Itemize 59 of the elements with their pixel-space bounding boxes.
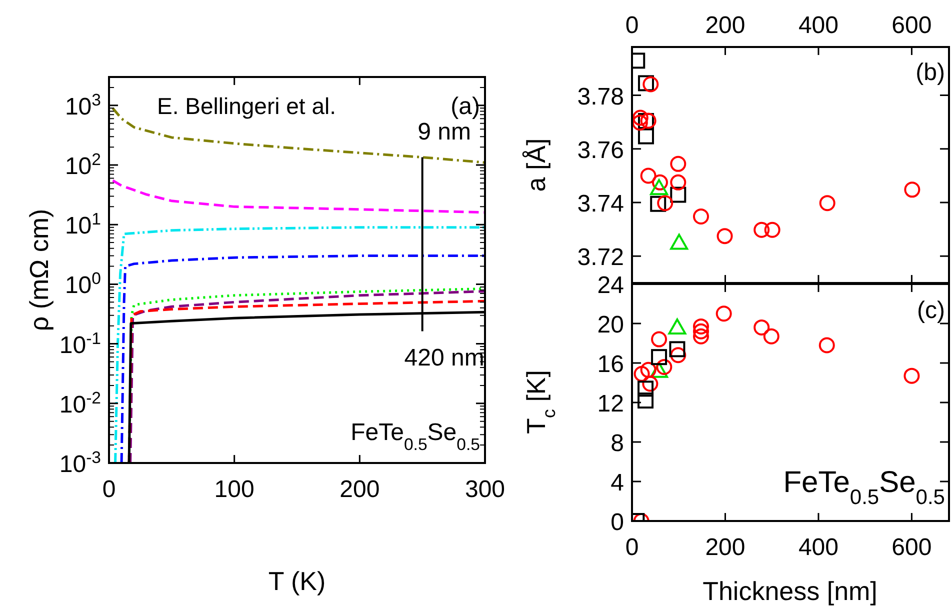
- x-tick-label: 400: [798, 534, 838, 561]
- x-tick-label: 200: [705, 534, 746, 561]
- x-tick-label: 600: [892, 12, 932, 39]
- x-tick-label: 200: [340, 476, 380, 503]
- point: [692, 208, 709, 224]
- point: [670, 174, 686, 190]
- point: [638, 75, 654, 92]
- point: [716, 228, 733, 244]
- y-tick-label: 10$^{3}$: [64, 90, 101, 120]
- y-tick-label: 12: [597, 390, 624, 418]
- point: [754, 222, 770, 238]
- point: [632, 114, 648, 131]
- y-tick-label: 10$^{-1}$: [59, 328, 101, 359]
- annotation: (a): [450, 93, 480, 120]
- y-axis-title: a [Å]: [521, 138, 551, 192]
- point: [670, 234, 688, 250]
- y-tick-label: 10$^{2}$: [64, 150, 101, 180]
- y-tick-label: 3.78: [577, 83, 624, 110]
- annotation: 9 nm: [418, 118, 472, 146]
- y-tick-label: 10$^{-3}$: [59, 448, 101, 478]
- y-tick-label: 10$^{0}$: [64, 268, 101, 300]
- point: [670, 156, 686, 172]
- point: [904, 182, 920, 198]
- point: [650, 179, 668, 196]
- y-tick-label: 0: [610, 509, 624, 536]
- x-axis-title: Thickness [nm]: [702, 576, 878, 606]
- y-tick-label: 20: [597, 312, 624, 338]
- point: [764, 222, 780, 238]
- x-tick-label: 300: [464, 476, 506, 503]
- y-tick-label: 3.76: [577, 136, 624, 164]
- x-tick-label: 600: [892, 534, 932, 561]
- y-tick-label: 10$^{1}$: [64, 209, 101, 240]
- annotation: (c): [917, 297, 945, 324]
- x-axis-title: T (K): [268, 566, 326, 596]
- y-tick-label: 3.74: [577, 190, 624, 218]
- point: [640, 168, 656, 184]
- y-tick-label: 8: [610, 430, 624, 457]
- annotation: FeTe$_{0.5}$Se$_{0.5}$: [350, 419, 480, 454]
- annotation: 420 nm: [404, 344, 484, 372]
- y-tick-label: 4: [610, 470, 624, 496]
- annotation: FeTe$_{0.5}$Se$_{0.5}$: [783, 466, 945, 508]
- y-tick-label: 10$^{-2}$: [59, 388, 101, 418]
- point: [819, 195, 836, 212]
- point: [642, 76, 659, 92]
- point: [670, 186, 686, 203]
- point: [638, 128, 654, 144]
- annotation: (b): [916, 59, 945, 86]
- point: [657, 195, 674, 212]
- annotation: E. Bellingeri et al.: [157, 93, 336, 119]
- point: [650, 196, 666, 212]
- y-tick-label: 24: [597, 272, 624, 299]
- x-tick-label: 100: [214, 476, 254, 503]
- y-tick-label: 3.72: [577, 244, 624, 272]
- x-tick-label: 200: [705, 12, 746, 39]
- y-axis-title: ρ (mΩ cm): [24, 208, 54, 332]
- y-tick-label: 16: [597, 351, 624, 378]
- point: [632, 110, 648, 126]
- line-series: [112, 179, 485, 214]
- x-tick-label: 400: [798, 12, 838, 39]
